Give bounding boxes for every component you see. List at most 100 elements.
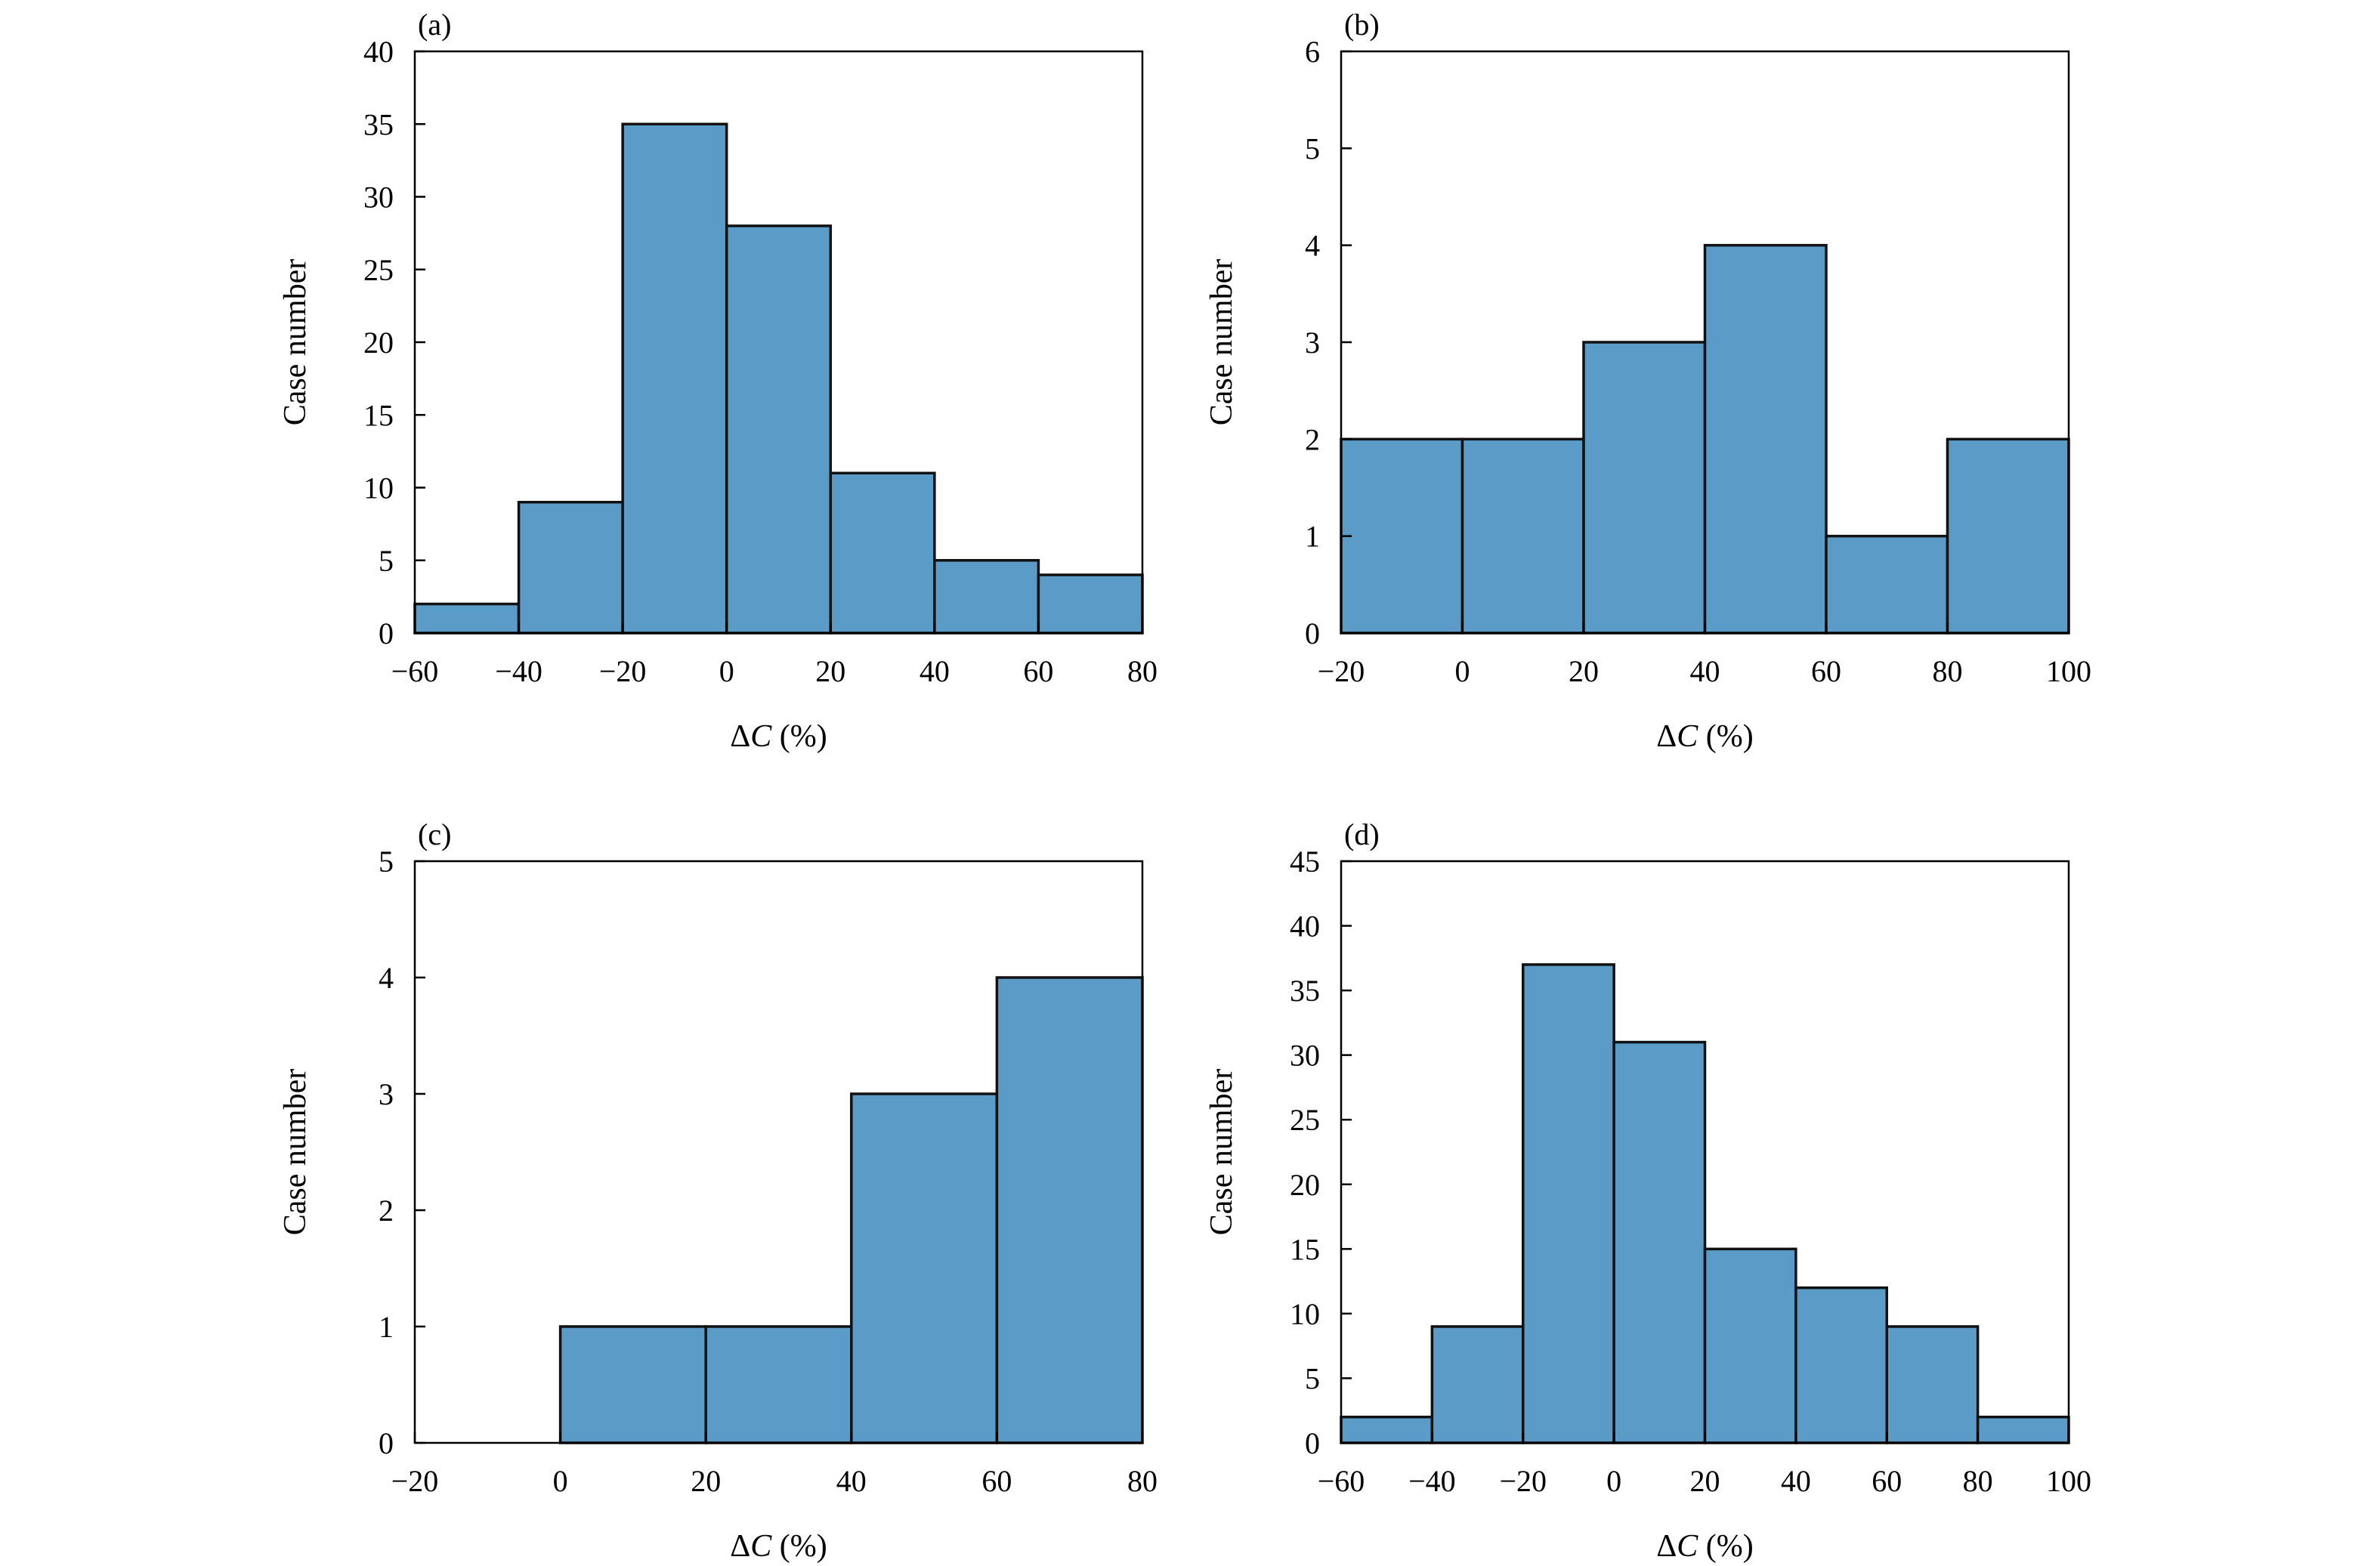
- panel-c-bar: [850, 1092, 999, 1444]
- panel-b-x-axis-label: ΔC (%): [1656, 719, 1754, 754]
- panel-d-y-tick-label: 30: [1290, 1039, 1320, 1073]
- panel-c-y-tick-label: 1: [379, 1310, 394, 1344]
- panel-c-bar: [558, 1325, 707, 1444]
- panel-a-x-tick-label: −60: [391, 654, 439, 688]
- panel-b-x-tick-label: 0: [1455, 654, 1470, 688]
- panel-b-label: (b): [1344, 8, 1380, 42]
- panel-d-bar: [1340, 1416, 1434, 1444]
- panel-b-x-tick-label: 40: [1690, 654, 1720, 688]
- panel-d-y-tick-label: 5: [1305, 1361, 1320, 1395]
- panel-d-bar: [1885, 1325, 1980, 1444]
- panel-b-bar: [1825, 534, 1949, 635]
- panel-d-bar: [1430, 1325, 1525, 1444]
- panel-d-x-tick-label: −40: [1408, 1464, 1456, 1498]
- panel-c-y-axis-label: Case number: [278, 1069, 313, 1235]
- panel-c-label: (c): [418, 817, 451, 851]
- panel-a-y-tick-label: 5: [379, 544, 394, 578]
- panel-d-bar: [1976, 1416, 2070, 1444]
- panel-b-x-tick-label: −20: [1318, 654, 1365, 688]
- panel-b-bar: [1703, 243, 1828, 635]
- panel-c-y-tick-label: 5: [379, 845, 394, 879]
- panel-d-x-tick-label: 80: [1963, 1464, 1993, 1498]
- panel-d-x-tick-label: 100: [2046, 1464, 2091, 1498]
- panel-c-plot-frame: [413, 860, 1144, 1444]
- panel-d-bar: [1794, 1286, 1888, 1444]
- panel-a-x-tick-label: 0: [719, 654, 734, 688]
- panel-c-y-tick-label: 2: [379, 1194, 394, 1228]
- panel-c-x-tick-label: 20: [691, 1464, 721, 1498]
- panel-c-y-tick-label: 0: [379, 1426, 394, 1460]
- panel-d-x-tick-label: 40: [1781, 1464, 1811, 1498]
- panel-a-x-tick-label: 60: [1023, 654, 1053, 688]
- panel-d-bar: [1612, 1040, 1707, 1444]
- panel-b-bar: [1340, 437, 1464, 635]
- panel-a-x-tick-label: 80: [1127, 654, 1158, 688]
- panel-c-x-tick-label: 80: [1127, 1464, 1158, 1498]
- panel-a-label: (a): [418, 8, 451, 42]
- panel-b-y-tick-label: 3: [1305, 326, 1320, 360]
- panel-b-y-tick-label: 6: [1305, 35, 1320, 69]
- panel-a-bar: [725, 224, 833, 635]
- panel-a: −60 −40 −20 0 20 40 60 80 0 5 10 15 20 25 30 35 40 (a) ΔC …: [278, 8, 1158, 754]
- panel-b-x-tick-label: 100: [2046, 654, 2091, 688]
- panel-b-bar: [1582, 341, 1707, 635]
- panel-a-y-tick-label: 0: [379, 616, 394, 650]
- panel-d-y-tick-label: 40: [1290, 910, 1320, 944]
- panel-d-x-tick-label: −60: [1318, 1464, 1365, 1498]
- panel-d-y-tick-label: 20: [1290, 1168, 1320, 1202]
- panel-b-bar: [1946, 437, 2070, 635]
- panel-b-y-tick-label: 0: [1305, 616, 1320, 650]
- panel-c-x-tick-label: 60: [981, 1464, 1012, 1498]
- panel-a-bar: [621, 122, 728, 635]
- panel-b-x-tick-label: 60: [1811, 654, 1841, 688]
- panel-b-y-tick-label: 4: [1305, 229, 1320, 263]
- panel-b-y-axis-label: Case number: [1204, 259, 1239, 425]
- panel-c-y-tick-label: 4: [379, 961, 394, 995]
- panel-c-y-tick-label: 3: [379, 1077, 394, 1111]
- panel-b-y-tick-label: 1: [1305, 520, 1320, 554]
- panel-a-y-tick-label: 25: [363, 253, 394, 287]
- panel-d-y-tick-label: 25: [1290, 1103, 1320, 1137]
- panel-c-bar: [704, 1325, 853, 1444]
- panel-d-bar: [1522, 963, 1615, 1444]
- panel-d-y-tick-label: 45: [1290, 845, 1320, 879]
- panel-d-y-tick-label: 35: [1290, 974, 1320, 1008]
- panel-a-x-tick-label: −40: [495, 654, 542, 688]
- panel-c-bar: [995, 976, 1144, 1444]
- panel-d: −60 −40 −20 0 20 40 60 80 100 0 5 10 15 20 25 30 35 40 45 (…: [1204, 817, 2091, 1564]
- panel-b-x-tick-label: 80: [1933, 654, 1963, 688]
- panel-a-x-axis-label: ΔC (%): [730, 719, 827, 754]
- panel-c-x-tick-label: 40: [836, 1464, 867, 1498]
- panel-a-x-tick-label: 20: [815, 654, 845, 688]
- panel-b-y-tick-label: 2: [1305, 422, 1320, 456]
- panel-b-y-tick-label: 5: [1305, 131, 1320, 165]
- panel-a-bar: [829, 471, 936, 635]
- panel-a-y-tick-label: 40: [363, 35, 394, 69]
- panel-a-y-axis-label: Case number: [278, 259, 313, 425]
- panel-a-y-tick-label: 10: [363, 471, 394, 505]
- panel-d-y-tick-label: 0: [1305, 1426, 1320, 1460]
- panel-a-y-tick-label: 35: [363, 107, 394, 141]
- panel-d-x-tick-label: 60: [1872, 1464, 1902, 1498]
- panel-c-x-axis-label: ΔC (%): [730, 1529, 827, 1564]
- panel-c-x-tick-label: −20: [391, 1464, 439, 1498]
- panel-d-x-axis-label: ΔC (%): [1656, 1529, 1754, 1564]
- panel-d-y-axis-label: Case number: [1204, 1069, 1239, 1235]
- panel-d-y-tick-label: 10: [1290, 1297, 1320, 1331]
- panel-d-y-tick-label: 15: [1290, 1232, 1320, 1266]
- panel-c-x-tick-label: 0: [553, 1464, 568, 1498]
- panel-b: −20 0 20 40 60 80 100 0 1 2 3 4 5 6 (b) ΔC (%) Case numb…: [1204, 8, 2091, 754]
- panel-a-y-tick-label: 30: [363, 181, 394, 215]
- panel-a-bar: [413, 602, 521, 635]
- panel-d-x-tick-label: −20: [1499, 1464, 1547, 1498]
- panel-a-x-tick-label: −20: [599, 654, 647, 688]
- panel-c: −20 0 20 40 60 80 0 1 2 3 4 5 (c) ΔC (%) Case number: [278, 817, 1158, 1564]
- panel-d-x-tick-label: 20: [1690, 1464, 1720, 1498]
- panel-a-bar: [1037, 573, 1144, 635]
- panel-a-y-tick-label: 20: [363, 326, 394, 360]
- panel-d-bar: [1703, 1247, 1797, 1444]
- panel-b-x-tick-label: 20: [1569, 654, 1599, 688]
- panel-a-bar: [933, 559, 1040, 635]
- panel-a-x-tick-label: 40: [920, 654, 950, 688]
